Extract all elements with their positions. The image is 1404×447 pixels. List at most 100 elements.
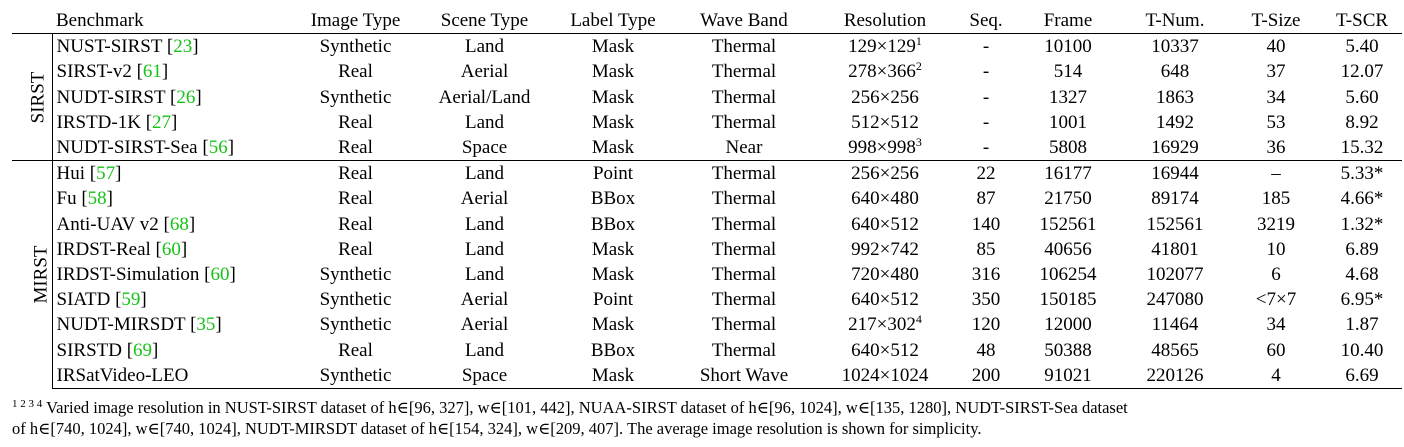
tnum-value: 1492 xyxy=(1156,111,1194,133)
seq-value: - xyxy=(982,137,990,159)
tscr-value: 6.69 xyxy=(1345,364,1379,386)
scene-cell: Land xyxy=(417,160,552,187)
scene-value: Aerial xyxy=(460,188,509,210)
tnum-cell: 48565 xyxy=(1120,337,1230,362)
seq-cell: 87 xyxy=(956,186,1016,211)
seq-value: 48 xyxy=(976,339,996,361)
image-cell: Synthetic xyxy=(294,262,417,287)
seq-value: 140 xyxy=(971,213,1001,235)
table-row: Fu [58] Real Aerial BBox Thermal 640×480 87 217… xyxy=(12,186,1402,211)
image-cell: Real xyxy=(294,135,417,161)
label-value: Mask xyxy=(591,364,635,386)
tsize-value: 6 xyxy=(1271,263,1281,285)
tscr-cell: 5.40 xyxy=(1322,33,1402,60)
tnum-cell: 41801 xyxy=(1120,237,1230,262)
scene-cell: Land xyxy=(417,337,552,362)
citation-link[interactable]: 58 xyxy=(87,188,107,210)
citation-link[interactable]: 68 xyxy=(169,213,189,235)
label-value: BBox xyxy=(590,213,636,235)
tsize-cell: <7×7 xyxy=(1230,287,1322,312)
benchmark-name-cell: SIRSTD [69] xyxy=(56,339,159,361)
scene-value: Space xyxy=(461,137,508,159)
res-cell: 998×9983 xyxy=(814,135,956,161)
image-cell: Synthetic xyxy=(294,287,417,312)
image-cell: Real xyxy=(294,160,417,187)
benchmark-name-cell: NUST-SIRST [23] xyxy=(52,33,294,60)
res-value: 1024×1024 xyxy=(841,364,929,386)
column-header: T-Num. xyxy=(1145,10,1205,32)
image-cell: Synthetic xyxy=(294,362,417,389)
benchmark-name: IRSatVideo-LEO xyxy=(56,364,189,386)
tscr-cell: 1.32* xyxy=(1322,212,1402,237)
scene-value: Land xyxy=(464,263,505,285)
tscr-value: 6.95* xyxy=(1340,289,1384,311)
citation-link[interactable]: 59 xyxy=(121,289,141,311)
citation-link[interactable]: 60 xyxy=(161,238,181,260)
scene-cell: Land xyxy=(417,33,552,60)
frame-value: 50388 xyxy=(1044,339,1092,361)
citation-link[interactable]: 26 xyxy=(176,86,196,108)
label-cell: BBox xyxy=(552,337,674,362)
tnum-cell: 11464 xyxy=(1120,312,1230,337)
tnum-cell: 648 xyxy=(1120,59,1230,84)
res-cell: 217×3024 xyxy=(814,312,956,337)
column-header: T-SCR xyxy=(1335,10,1389,32)
citation-link[interactable]: 56 xyxy=(208,137,228,159)
column-header: T-Size xyxy=(1251,10,1301,32)
tnum-value: 89174 xyxy=(1151,188,1199,210)
frame-value: 10100 xyxy=(1044,36,1092,58)
image-value: Synthetic xyxy=(319,289,392,311)
tnum-cell: 1863 xyxy=(1120,85,1230,110)
resolution-footnote-mark: 4 xyxy=(915,312,922,327)
table-row: SIRSTD [69] Real Land BBox Thermal 640×512 48 5… xyxy=(12,337,1402,362)
benchmark-name: Anti-UAV v2 xyxy=(56,213,159,235)
citation-link[interactable]: 27 xyxy=(152,111,172,133)
res-cell: 512×512 xyxy=(814,110,956,135)
res-cell: 129×1291 xyxy=(814,33,956,60)
wave-value: Short Wave xyxy=(699,364,789,386)
wave-cell: Thermal xyxy=(674,312,814,337)
footnote-marks: 1 2 3 4 xyxy=(12,398,43,410)
image-value: Synthetic xyxy=(319,314,392,336)
table-row: Anti-UAV v2 [68] Real Land BBox Thermal 640×5… xyxy=(12,212,1402,237)
label-cell: Point xyxy=(552,287,674,312)
label-cell: BBox xyxy=(552,186,674,211)
image-cell: Real xyxy=(294,186,417,211)
column-header: Wave Band xyxy=(700,10,788,32)
image-value: Real xyxy=(338,188,373,210)
scene-value: Space xyxy=(461,364,508,386)
benchmark-name: NUDT-MIRSDT xyxy=(56,314,186,336)
frame-value: 150185 xyxy=(1039,289,1097,311)
seq-value: 350 xyxy=(971,289,1001,311)
citation-link[interactable]: 57 xyxy=(96,163,116,185)
tscr-value: 4.66* xyxy=(1340,188,1384,210)
seq-cell: 85 xyxy=(956,237,1016,262)
label-value: Mask xyxy=(591,314,635,336)
image-cell: Real xyxy=(294,59,417,84)
citation-link[interactable]: 35 xyxy=(196,314,216,336)
frame-value: 16177 xyxy=(1044,163,1092,185)
label-cell: Mask xyxy=(552,135,674,161)
table-row: IRDST-Simulation [60] Synthetic Land Mask Th… xyxy=(12,262,1402,287)
tsize-cell: 40 xyxy=(1230,33,1322,60)
tsize-cell: 60 xyxy=(1230,337,1322,362)
seq-cell: - xyxy=(956,33,1016,60)
image-cell: Real xyxy=(294,212,417,237)
citation-link[interactable]: 69 xyxy=(133,339,153,361)
benchmark-name: Hui xyxy=(56,163,86,185)
res-value: 998×998 xyxy=(848,137,916,159)
column-header: Benchmark xyxy=(56,10,144,32)
label-value: Mask xyxy=(591,36,635,58)
citation-link[interactable]: 23 xyxy=(173,36,193,58)
citation-link[interactable]: 61 xyxy=(142,61,162,83)
wave-value: Thermal xyxy=(711,213,777,235)
citation-link[interactable]: 60 xyxy=(210,263,230,285)
res-cell: 992×742 xyxy=(814,237,956,262)
image-value: Real xyxy=(338,213,373,235)
scene-cell: Land xyxy=(417,237,552,262)
scene-cell: Aerial xyxy=(417,186,552,211)
benchmark-name-cell: NUDT-SIRST [26] xyxy=(56,86,202,108)
tscr-cell: 6.69 xyxy=(1322,362,1402,389)
scene-value: Land xyxy=(464,238,505,260)
wave-cell: Thermal xyxy=(674,33,814,60)
